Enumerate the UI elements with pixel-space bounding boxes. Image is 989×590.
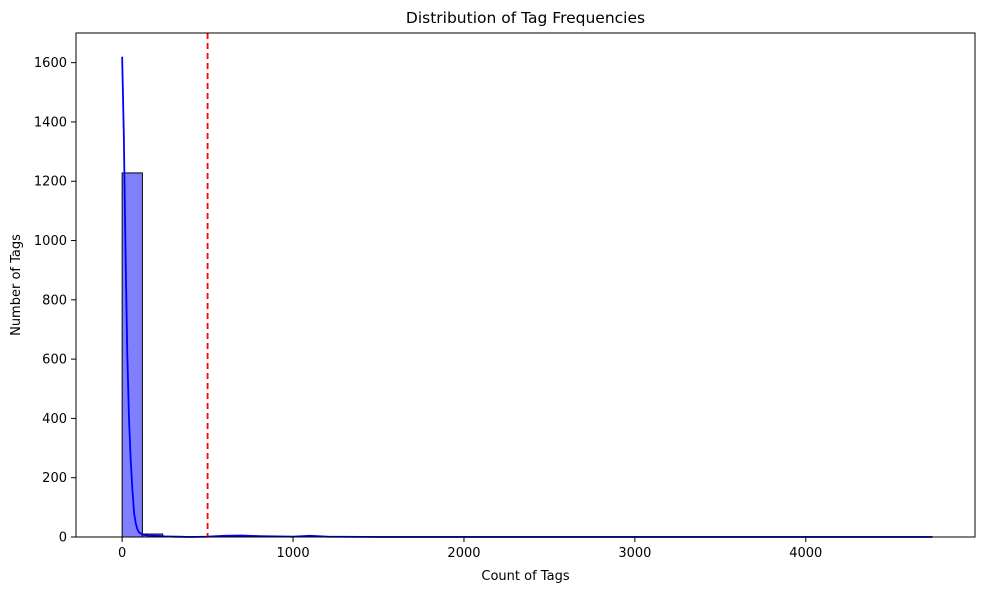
x-axis-label: Count of Tags [481,569,569,584]
chart-title: Distribution of Tag Frequencies [406,9,645,27]
x-axis: 0 1000 2000 3000 4000 [118,537,822,561]
y-tick-label: 600 [42,353,67,368]
y-tick-label: 1000 [34,234,67,249]
y-tick-label: 0 [59,531,67,546]
y-tick-label: 1600 [34,56,67,71]
y-axis: 0 200 400 600 800 1000 1200 1400 1600 [34,56,76,546]
kde-line [121,56,933,538]
x-tick-label: 1000 [277,546,310,561]
y-tick-label: 1200 [34,175,67,190]
y-tick-label: 1400 [34,115,67,130]
plot-frame [75,32,976,538]
y-tick-label: 200 [42,471,67,486]
x-tick-label: 3000 [618,546,651,561]
y-tick-label: 400 [42,412,67,427]
x-tick-label: 4000 [789,546,822,561]
histogram-bars [121,172,933,538]
y-axis-label: Number of Tags [9,234,24,336]
y-tick-label: 800 [42,293,67,308]
x-tick-label: 2000 [447,546,480,561]
x-tick-label: 0 [118,546,126,561]
